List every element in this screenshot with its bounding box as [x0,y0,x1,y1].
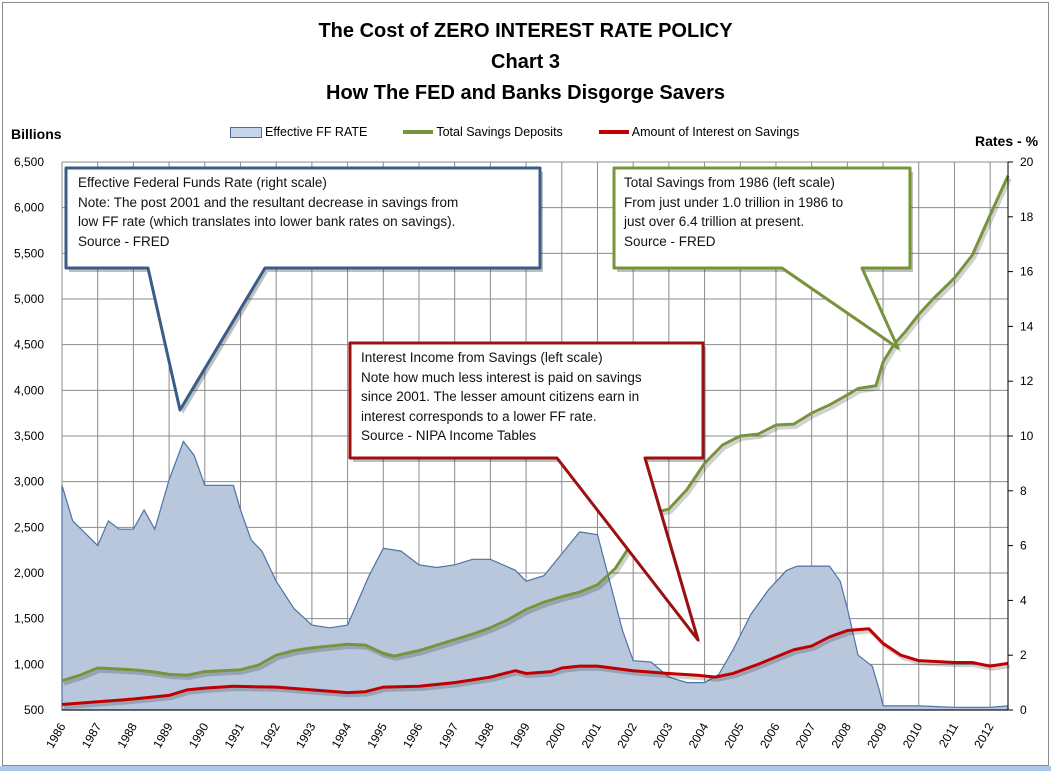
callout-line: Note how much less interest is paid on s… [361,369,642,385]
left-tick-label: 4,500 [14,338,44,352]
left-tick-label: 3,500 [14,429,44,443]
left-tick-label: 2,000 [14,566,44,580]
legend-swatch-ff-rate [230,126,262,138]
left-tick-label: 1,500 [14,612,44,626]
left-tick-label: 5,000 [14,292,44,306]
legend-label: Total Savings Deposits [436,125,563,139]
legend-item-ff-rate: Effective FF RATE [230,125,367,139]
callout-ff-rate-text: Effective Federal Funds Rate (right scal… [78,173,458,251]
x-tick-label: 2004 [686,720,712,750]
x-tick-label: 1990 [186,720,212,750]
legend-label: Amount of Interest on Savings [631,125,800,139]
left-tick-label: 2,500 [14,520,44,534]
x-tick-label: 2008 [828,720,854,750]
left-tick-label: 500 [24,703,44,717]
right-tick-label: 4 [1020,593,1027,607]
x-tick-label: 2005 [721,720,747,750]
series-shadow [63,177,1012,686]
right-tick-label: 16 [1020,265,1034,279]
callout-interest-text: Interest Income from Savings (left scale… [361,348,642,446]
x-tick-label: 1993 [293,720,319,750]
x-tick-label: 1995 [364,720,390,750]
callout-line: Source - NIPA Income Tables [361,428,537,443]
callout-savings-box [612,166,912,350]
x-tick-label: 2006 [757,720,783,750]
callout-line: just over 6.4 trillion at present. [624,214,805,229]
x-tick-label: 1986 [43,720,69,750]
legend-swatch-savings [403,130,434,134]
x-tick-label: 2002 [614,720,640,750]
right-tick-label: 6 [1020,539,1027,553]
left-axis-label: Billions [11,126,62,142]
legend-label: Effective FF RATE [265,125,368,139]
legend-swatch-interest [598,130,629,134]
callout-line: low FF rate (which translates into lower… [78,214,456,229]
chart-title-line-1: The Cost of ZERO INTEREST RATE POLICY [318,20,733,42]
callout-line: Effective Federal Funds Rate (right scal… [78,175,327,190]
x-tick-label: 1997 [436,720,462,750]
right-tick-label: 12 [1020,374,1034,388]
left-tick-label: 4,000 [14,383,44,397]
interest-line [61,627,1009,707]
right-tick-label: 8 [1020,484,1027,498]
right-tick-label: 0 [1020,703,1027,717]
right-tick-label: 10 [1020,429,1034,443]
left-tick-label: 6,000 [14,201,44,215]
x-tick-label: 2010 [900,720,926,750]
x-tick-label: 2001 [579,720,605,750]
x-tick-label: 2003 [650,720,676,750]
bottom-border [0,766,1051,771]
x-tick-label: 1988 [115,720,141,750]
left-tick-label: 3,000 [14,475,44,489]
left-tick-label: 5,500 [14,246,44,260]
x-tick-label: 1998 [471,720,497,750]
x-tick-label: 1991 [222,720,248,750]
right-tick-label: 2 [1020,648,1027,662]
ff-rate-area [61,440,1009,711]
x-tick-label: 2007 [793,720,819,750]
legend-item-interest: Amount of Interest on Savings [598,125,800,139]
callout-interest-box [348,341,705,642]
legend: Effective FF RATE Total Savings Deposits… [230,125,799,139]
x-tick-label: 2011 [936,720,961,750]
callout-line: Source - FRED [78,233,170,249]
callout-line: interest corresponds to a lower FF rate. [361,408,597,424]
left-tick-label: 6,500 [14,155,44,169]
callout-line: From just under 1.0 trillion in 1986 to [624,194,844,210]
x-tick-label: 2012 [971,720,997,750]
callout-savings-text: Total Savings from 1986 (left scale) Fro… [624,173,843,251]
callout-line: Source - FRED [624,233,716,249]
legend-item-savings: Total Savings Deposits [403,125,563,139]
x-tick-label: 1992 [257,720,283,750]
callout-line: since 2001. The lesser amount citizens e… [361,389,640,404]
left-tick-label: 1,000 [14,657,44,671]
x-tick-label: 1996 [400,720,426,750]
callout-line: Interest Income from Savings (left scale… [361,350,603,365]
x-tick-label: 1987 [79,720,105,750]
savings-line [61,175,1010,683]
x-tick-label: 2000 [543,720,569,750]
x-tick-label: 1999 [507,720,533,750]
chart-title-line-2: Chart 3 [491,51,560,73]
x-tick-label: 2009 [864,720,890,750]
x-tick-label: 1994 [329,720,355,750]
right-axis-label: Rates - % [975,133,1039,149]
callout-ff-rate-box [64,166,542,412]
callout-line: Note: The post 2001 and the resultant de… [78,194,459,210]
chart-title-line-3: How The FED and Banks Disgorge Savers [326,82,725,104]
right-tick-label: 18 [1020,210,1034,224]
callout-line: Total Savings from 1986 (left scale) [624,175,835,190]
right-tick-label: 20 [1020,155,1034,169]
x-tick-label: 1989 [150,720,176,750]
right-tick-label: 14 [1020,319,1034,333]
